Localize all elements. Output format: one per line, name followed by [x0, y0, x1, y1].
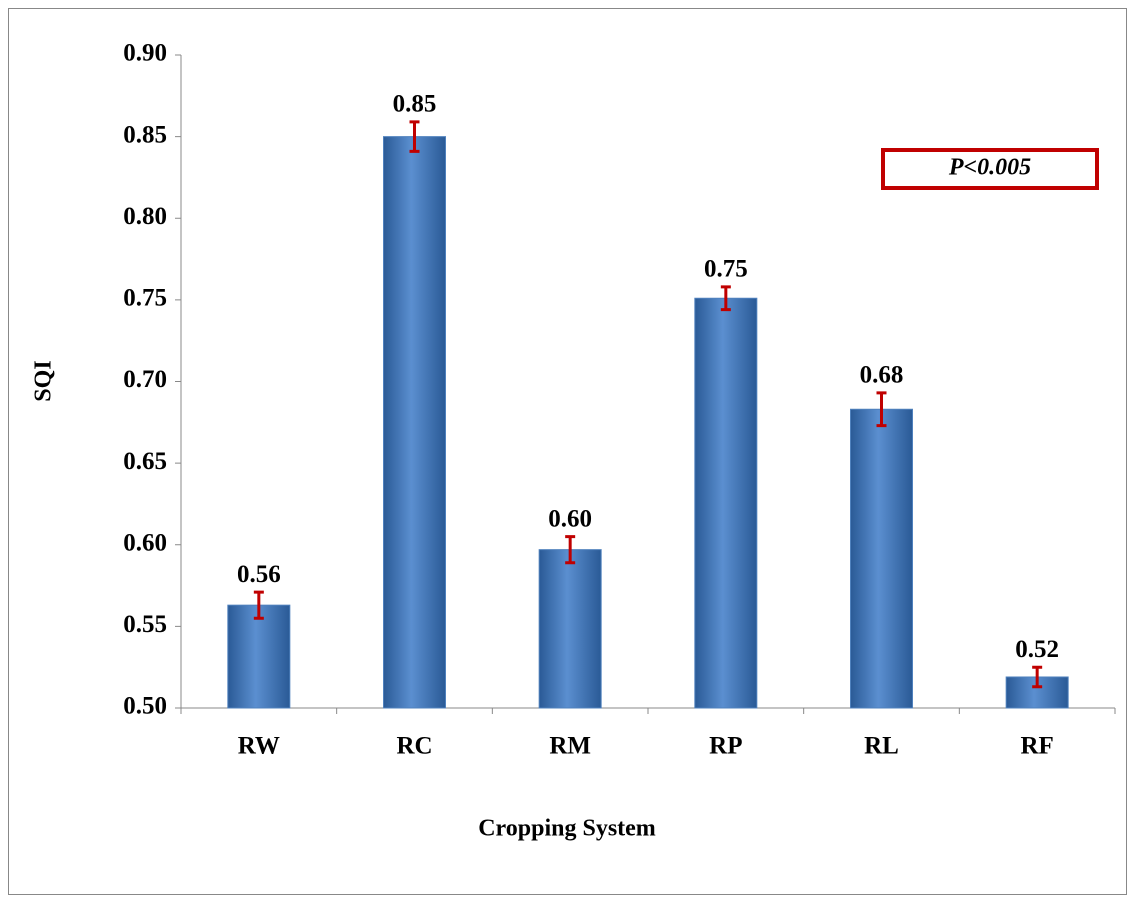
y-axis-title: SQI — [31, 360, 57, 401]
y-tick-label: 0.90 — [123, 40, 167, 67]
bar — [694, 297, 758, 709]
bar — [538, 549, 602, 709]
y-tick-label: 0.50 — [123, 693, 167, 720]
chart-border — [8, 8, 1127, 895]
value-label: 0.75 — [704, 256, 748, 283]
bar — [850, 408, 913, 709]
error-bar — [565, 535, 576, 565]
y-tick-label: 0.80 — [123, 203, 167, 230]
error-bar — [1032, 665, 1043, 689]
y-tick-label: 0.65 — [123, 448, 167, 475]
x-tick-label: RC — [396, 733, 432, 760]
error-bar — [253, 590, 264, 620]
annotation-box — [881, 148, 1099, 190]
y-tick-label: 0.75 — [123, 285, 167, 312]
value-label: 0.60 — [548, 505, 592, 532]
bar — [383, 136, 446, 709]
x-axis-title: Cropping System — [478, 816, 656, 842]
x-tick-label: RP — [709, 733, 742, 760]
x-tick-label: RF — [1021, 733, 1054, 760]
x-tick-label: RL — [864, 733, 899, 760]
bar — [1005, 676, 1069, 709]
error-bar — [876, 391, 887, 428]
value-label: 0.56 — [237, 561, 281, 588]
x-tick-label: RM — [549, 733, 591, 760]
value-label: 0.85 — [393, 91, 437, 118]
error-bar — [720, 285, 731, 312]
annotation: P<0.005 — [948, 155, 1031, 181]
value-label: 0.52 — [1015, 636, 1059, 663]
y-tick-label: 0.60 — [123, 529, 167, 556]
value-label: 0.68 — [860, 362, 904, 389]
x-tick-label: RW — [238, 733, 280, 760]
error-bar — [409, 120, 420, 153]
y-tick-label: 0.85 — [123, 121, 167, 148]
bar — [227, 604, 291, 709]
y-tick-label: 0.55 — [123, 611, 167, 638]
y-tick-label: 0.70 — [123, 366, 167, 393]
